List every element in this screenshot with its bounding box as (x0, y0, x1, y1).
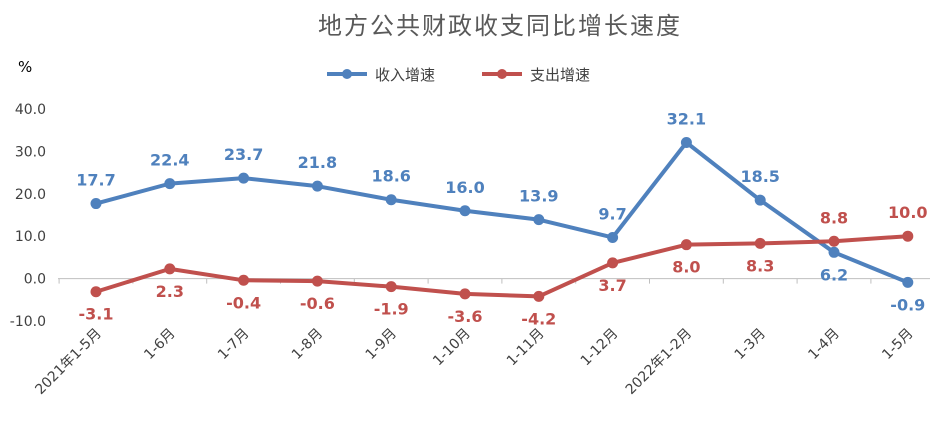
x-tick-label: 1-11月 (504, 326, 548, 370)
x-tick-label: 1-9月 (363, 326, 400, 363)
data-label: -0.4 (226, 293, 261, 312)
data-label: 8.8 (820, 208, 848, 227)
data-point (828, 235, 840, 247)
data-point (607, 231, 619, 243)
y-tick-label: 30.0 (15, 144, 46, 160)
y-tick-label: 10.0 (15, 229, 46, 245)
data-point (754, 237, 766, 249)
data-label: 8.3 (746, 256, 774, 275)
x-tick-label: 1-10月 (430, 326, 474, 370)
data-label: 23.7 (224, 145, 263, 164)
data-label: 9.7 (598, 204, 626, 223)
data-point (385, 281, 397, 293)
data-label: 8.0 (672, 258, 700, 277)
y-tick-label: 20.0 (15, 187, 46, 203)
x-tick-label: 1-3月 (732, 326, 769, 363)
x-tick-label: 2022年1-2月 (623, 326, 695, 398)
data-point (311, 275, 323, 287)
series-line-0 (94, 140, 910, 285)
data-point (311, 180, 323, 192)
data-label: 32.1 (667, 109, 706, 128)
data-point (607, 257, 619, 269)
data-point (754, 194, 766, 206)
legend-item-expenditure: 支出增速 (482, 66, 590, 84)
data-label: 6.2 (820, 265, 848, 284)
legend-item-income: 收入增速 (327, 66, 435, 84)
x-tick-label: 1-5月 (879, 326, 916, 363)
y-tick-label: -10.0 (10, 314, 46, 330)
x-tick-label: 1-12月 (578, 326, 622, 370)
data-label: 17.7 (76, 171, 115, 190)
y-unit-label: % (18, 58, 32, 76)
data-label: 2.3 (156, 282, 184, 301)
legend-marker-income (342, 69, 352, 79)
x-tick-label: 1-7月 (215, 326, 252, 363)
chart-title: 地方公共财政收支同比增长速度 (318, 12, 682, 40)
data-point (459, 205, 471, 217)
data-point (90, 198, 102, 210)
data-label: -0.9 (890, 295, 925, 314)
y-tick-label: 0.0 (24, 272, 46, 288)
data-point (90, 286, 102, 298)
x-tick-label: 1-4月 (805, 326, 842, 363)
data-point (533, 290, 545, 302)
data-point (828, 246, 840, 258)
data-point (238, 172, 250, 184)
data-label: 10.0 (888, 203, 927, 222)
data-label: -3.6 (448, 307, 483, 326)
data-point (164, 178, 176, 190)
legend-marker-expenditure (497, 69, 507, 79)
data-label: 16.0 (445, 178, 484, 197)
data-point (680, 136, 692, 148)
series-line-1 (94, 234, 910, 299)
legend-label-expenditure: 支出增速 (530, 66, 590, 84)
x-tick-label: 1-6月 (141, 326, 178, 363)
data-label: -3.1 (79, 305, 114, 324)
data-label: 13.9 (519, 187, 558, 206)
data-label: -4.2 (521, 309, 556, 328)
legend: 收入增速 支出增速 (327, 66, 590, 84)
data-label: -1.9 (374, 300, 409, 319)
data-point (238, 274, 250, 286)
data-label: 18.5 (740, 167, 779, 186)
data-point (902, 230, 914, 242)
data-label: 18.6 (371, 167, 410, 186)
data-label: 21.8 (298, 153, 337, 172)
x-tick-label: 2021年1-5月 (32, 326, 104, 398)
data-labels: 17.7 22.4 23.7 21.8 18.6 16.0 13.9 9.7 32.1 18.5 6… (76, 109, 927, 328)
data-label: 3.7 (598, 276, 626, 295)
data-label: 22.4 (150, 151, 189, 170)
data-point (385, 194, 397, 206)
y-tick-label: 40.0 (15, 102, 46, 118)
data-point (902, 276, 914, 288)
x-tick-label: 1-8月 (289, 326, 326, 363)
data-label: -0.6 (300, 294, 335, 313)
series-lines (94, 140, 910, 299)
series-points (90, 136, 914, 302)
legend-label-income: 收入增速 (375, 66, 435, 84)
data-point (533, 214, 545, 226)
data-point (164, 263, 176, 275)
data-point (459, 288, 471, 300)
data-point (680, 239, 692, 251)
